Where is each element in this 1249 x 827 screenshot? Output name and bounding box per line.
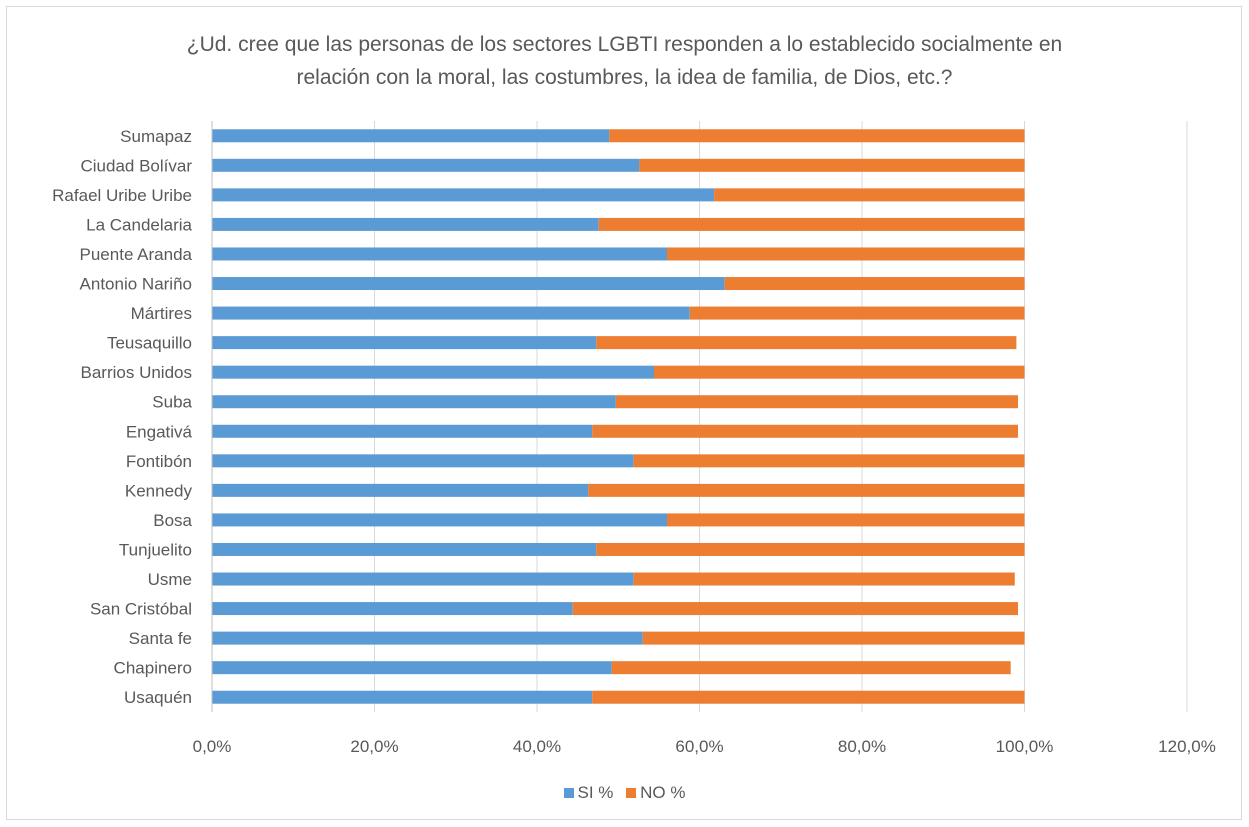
bar-no [724,277,1025,291]
x-tick-label: 100,0% [996,737,1054,756]
bar-si [212,454,634,468]
bar-no [592,424,1018,438]
bar-no [615,395,1018,409]
bar-si [212,661,612,675]
bar-si [212,306,690,320]
bar-si [212,217,599,231]
bar-si [212,277,725,291]
y-category-label: Usaquén [124,688,192,707]
bar-no [592,690,1025,704]
bar-no [654,365,1025,379]
bar-si [212,395,616,409]
bar-no [596,336,1017,350]
y-category-label: Antonio Nariño [80,275,192,294]
y-category-label: Sumapaz [120,127,192,146]
y-category-label: Rafael Uribe Uribe [52,186,192,205]
bar-si [212,158,640,172]
bar-si [212,365,654,379]
legend-label-no: NO % [640,783,686,802]
legend-swatch-no [626,788,637,798]
bar-no [667,247,1025,261]
legend-item-no: NO % [626,783,685,803]
y-category-label: Puente Aranda [80,245,193,264]
y-category-label: La Candelaria [86,215,192,234]
bar-no [633,572,1015,586]
y-category-label: Usme [148,570,192,589]
x-tick-label: 40,0% [513,737,561,756]
bar-no [689,306,1025,320]
bar-no [596,542,1025,556]
y-category-label: Teusaquillo [107,334,192,353]
chart-title: ¿Ud. cree que las personas de los sector… [0,28,1249,94]
y-category-label: Ciudad Bolívar [80,156,192,175]
y-category-label: Chapinero [114,659,192,678]
bar-si [212,631,643,645]
y-category-label: Suba [152,393,192,412]
y-category-label: Barrios Unidos [81,363,193,382]
bar-si [212,129,610,143]
bar-si [212,542,597,556]
x-tick-label: 20,0% [350,737,398,756]
bar-si [212,602,573,616]
y-category-label: Bosa [153,511,192,530]
y-category-label: Fontibón [126,452,192,471]
bar-no [598,217,1025,231]
bar-no [633,454,1025,468]
y-category-label: Tunjuelito [119,540,192,559]
bar-si [212,247,667,261]
x-tick-label: 0,0% [193,737,232,756]
legend-swatch-si [563,788,574,798]
y-category-label: San Cristóbal [90,600,192,619]
y-category-label: Engativá [126,422,193,441]
bar-no [572,602,1018,616]
legend-item-si: SI % [563,783,614,803]
bar-no [611,661,1011,675]
x-tick-label: 80,0% [838,737,886,756]
x-tick-label: 120,0% [1158,737,1216,756]
bar-no [609,129,1025,143]
legend-label-si: SI % [577,783,614,802]
x-tick-label: 60,0% [675,737,723,756]
legend: SI % NO % [0,783,1249,803]
y-category-label: Kennedy [125,481,193,500]
bar-no [588,483,1025,497]
chart-title-line-2: relación con la moral, las costumbres, l… [296,66,953,89]
bar-si [212,483,589,497]
bar-si [212,188,715,202]
chart-title-line-1: ¿Ud. cree que las personas de los sector… [186,33,1063,56]
bar-si [212,572,634,586]
bar-no [714,188,1025,202]
bar-no [639,158,1025,172]
bar-si [212,424,593,438]
bar-si [212,690,593,704]
bar-si [212,336,597,350]
y-category-label: Santa fe [129,629,192,648]
y-category-label: Mártires [131,304,192,323]
bar-no [667,513,1025,527]
bar-no [642,631,1025,645]
bar-si [212,513,667,527]
